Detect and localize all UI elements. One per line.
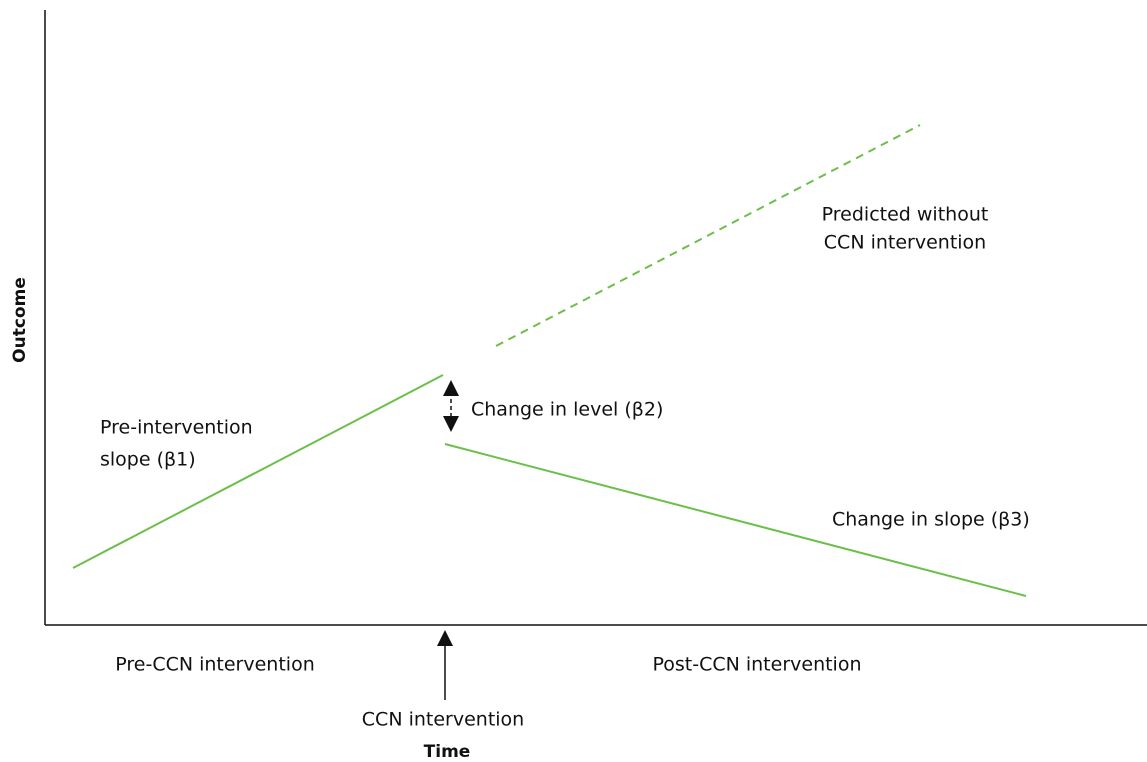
level-change-label: Change in level (β2) — [471, 399, 663, 421]
post-line — [444, 443, 1027, 597]
pre-line — [72, 374, 444, 569]
x-axis-label: Time — [424, 742, 471, 762]
y-axis-label: Outcome — [10, 277, 30, 363]
pre-slope-label: Pre-intervention — [100, 417, 253, 439]
intervention-arrowhead — [437, 630, 453, 646]
post-period: Post-CCN intervention — [652, 654, 861, 676]
counterfactual-label: CCN intervention — [824, 232, 986, 254]
pre-slope-label: slope (β1) — [100, 449, 196, 471]
slope-change-label: Change in slope (β3) — [832, 509, 1030, 531]
intervention-label: CCN intervention — [362, 709, 524, 731]
counterfactual-line — [495, 124, 921, 347]
pre-period: Pre-CCN intervention — [115, 654, 315, 676]
level-arrowheads — [443, 380, 459, 432]
counterfactual-label: Predicted without — [822, 204, 989, 226]
